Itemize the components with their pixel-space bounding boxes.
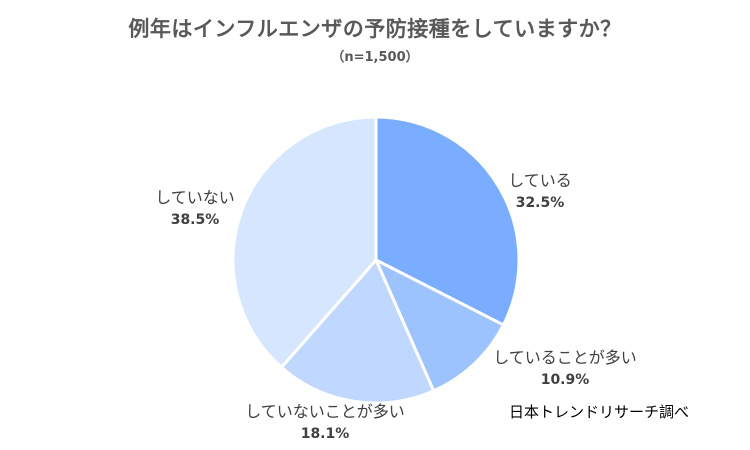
slice-label-shiteinai-koto-ga-ooi: していないことが多い 18.1%	[225, 400, 425, 446]
chart-title: 例年はインフルエンザの予防接種をしていますか？	[128, 17, 622, 41]
slice-shiteiru	[374, 115, 521, 327]
slice-percent: 32.5%	[515, 195, 565, 211]
slice-percent: 18.1%	[300, 426, 350, 442]
slice-label-shiteiru-koto-ga-ooi: していることが多い 10.9%	[480, 346, 650, 392]
slice-shiteinai-koto-ga-ooi	[279, 258, 436, 405]
slice-label-shiteinai: していない 38.5%	[140, 186, 250, 232]
slice-name: している	[508, 171, 572, 190]
slice-name: していない	[155, 188, 235, 207]
chart-subtitle: （n=1,500）	[331, 50, 419, 65]
slice-percent: 10.9%	[540, 372, 590, 388]
slice-shiteinai	[231, 115, 378, 369]
slice-shiteiru-koto-ga-ooi	[374, 258, 505, 393]
slice-percent: 38.5%	[170, 212, 220, 228]
source-note: 日本トレンドリサーチ調べ	[509, 403, 690, 421]
slice-name: していることが多い	[493, 348, 637, 367]
slice-name: していないことが多い	[245, 402, 405, 421]
slice-label-shiteiru: している 32.5%	[490, 169, 590, 215]
